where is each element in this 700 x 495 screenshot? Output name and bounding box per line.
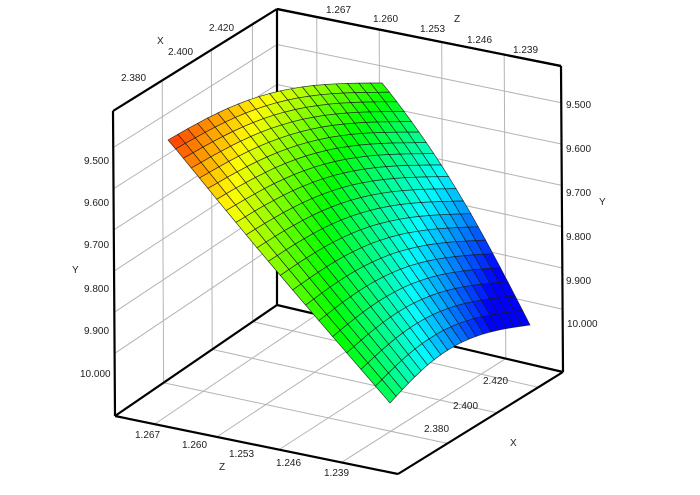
y-tick-label-left: 9.600 [84,198,109,209]
z-tick-label-top: 1.239 [513,45,538,56]
x-axis-title-top: X [157,36,164,47]
z-tick-label-top: 1.253 [420,24,445,35]
y-tick-label-right: 9.800 [566,232,591,243]
y-tick-label-right: 10.000 [567,319,598,330]
z-tick-label-bottom: 1.260 [182,440,207,451]
y-tick-label-right: 9.500 [566,100,591,111]
z-tick-label-bottom: 1.253 [229,449,254,460]
z-axis-title-bottom: Z [219,462,225,473]
x-tick-label-bottom: 2.380 [424,424,449,435]
y-tick-label-left: 10.000 [80,369,111,380]
y-tick-label-left: 9.900 [84,326,109,337]
y-tick-label-left: 9.500 [84,156,109,167]
z-tick-label-bottom: 1.239 [324,468,349,479]
x-axis-title-bottom: X [510,438,517,449]
y-axis-title-right: Y [599,197,606,208]
x-tick-label-top: 2.400 [168,47,193,58]
y-tick-label-left: 9.700 [84,240,109,251]
y-tick-label-right: 9.600 [566,144,591,155]
y-tick-label-left: 9.800 [84,284,109,295]
x-tick-label-bottom: 2.400 [453,401,478,412]
x-tick-label-top: 2.380 [121,73,146,84]
z-tick-label-top: 1.246 [467,35,492,46]
y-tick-label-right: 9.900 [566,276,591,287]
x-tick-label-top: 2.420 [209,23,234,34]
surface-mesh [168,83,530,403]
z-tick-label-bottom: 1.246 [276,458,301,469]
z-tick-label-top: 1.260 [373,14,398,25]
z-axis-title-top: Z [454,14,460,25]
z-tick-label-top: 1.267 [326,5,351,16]
y-tick-label-right: 9.700 [566,188,591,199]
y-axis-title-left: Y [72,265,79,276]
z-tick-label-bottom: 1.267 [135,430,160,441]
x-tick-label-bottom: 2.420 [483,376,508,387]
